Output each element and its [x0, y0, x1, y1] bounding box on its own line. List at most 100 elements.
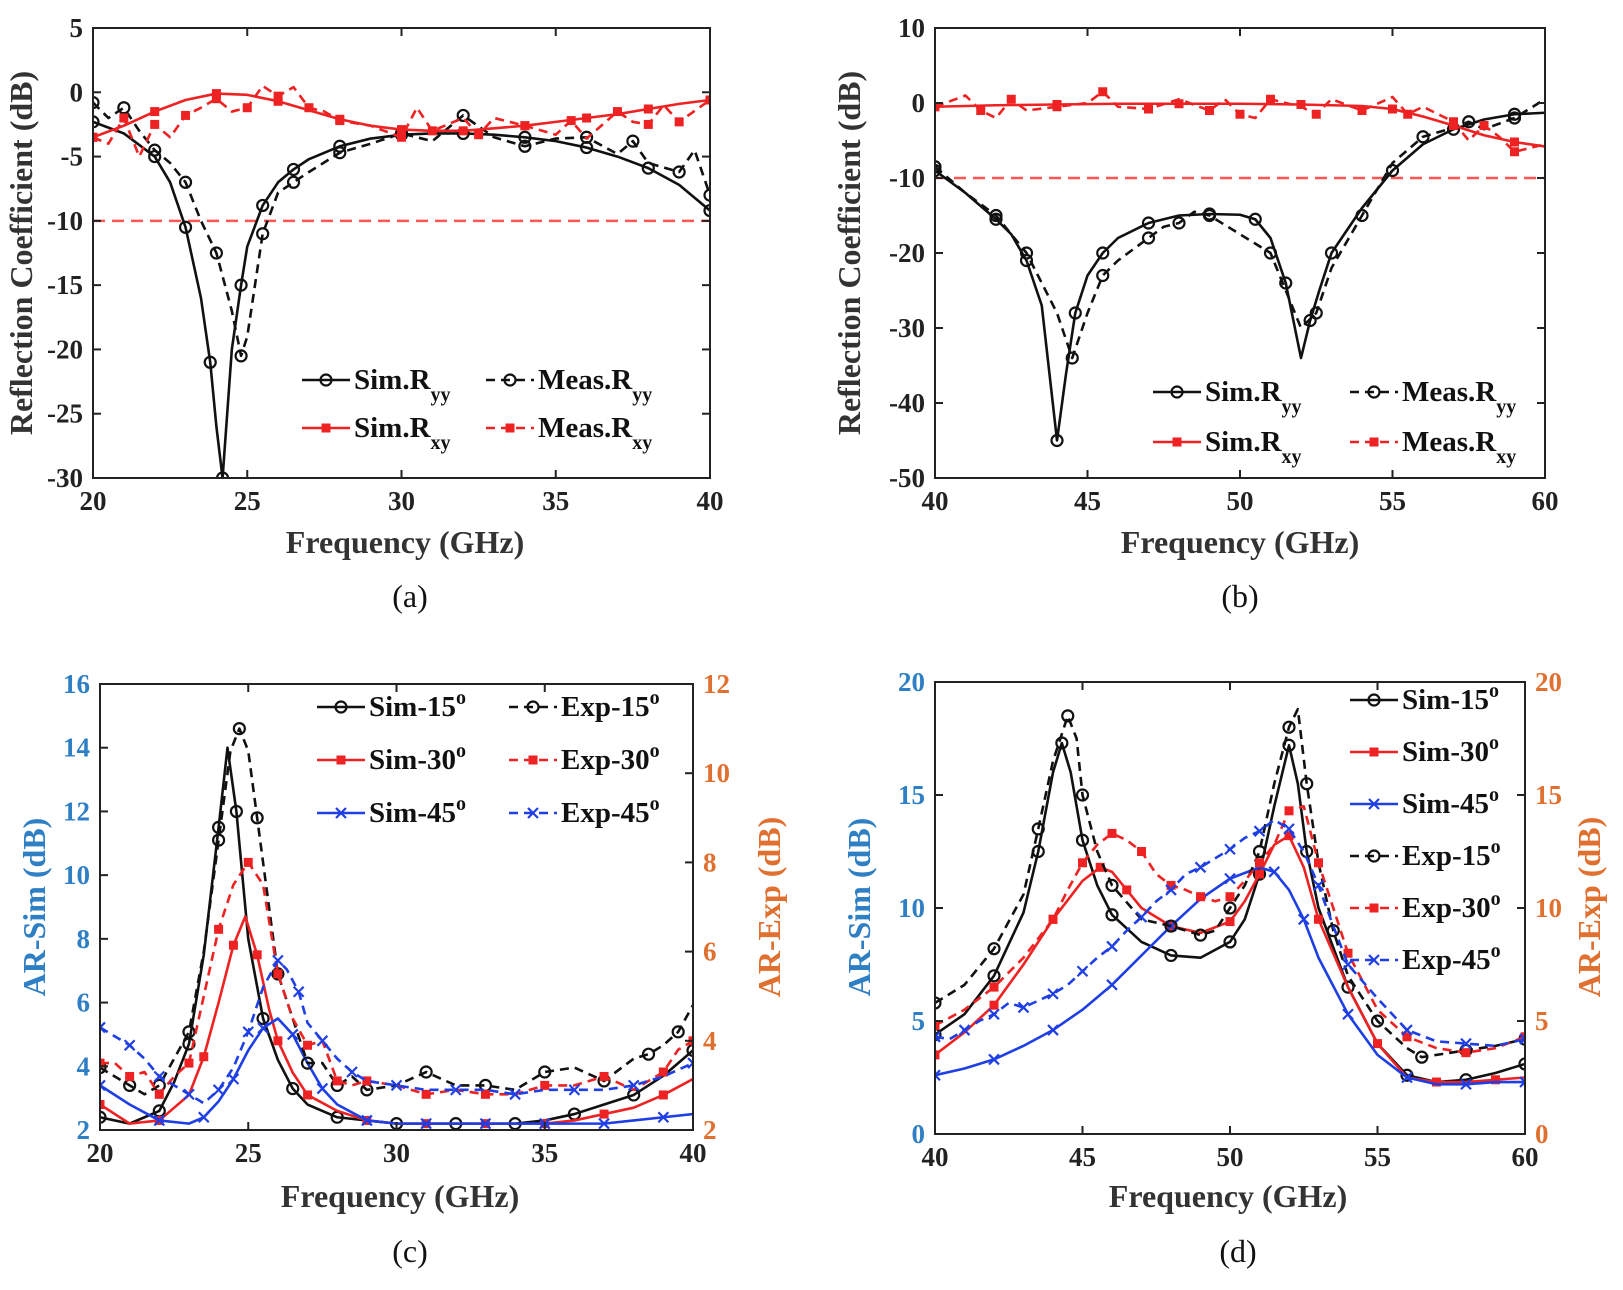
data-point — [598, 1117, 610, 1130]
data-point — [250, 811, 264, 825]
legend-name: Sim-15 — [369, 691, 456, 723]
data-point — [184, 1058, 194, 1068]
data-point — [1510, 137, 1519, 147]
data-point — [1050, 433, 1064, 448]
legend-marker — [526, 700, 540, 714]
data-point — [1297, 913, 1310, 926]
legend-name: Exp-30 — [1402, 892, 1491, 924]
legend-name: Exp-45 — [1402, 944, 1491, 976]
x-tick-label: 25 — [234, 486, 261, 516]
series-line — [100, 746, 693, 1125]
data-point — [989, 208, 1003, 223]
data-point — [566, 116, 576, 126]
series-line — [100, 915, 693, 1125]
y-tick-label: 4 — [77, 1051, 91, 1081]
legend-subscript: yy — [431, 384, 451, 406]
x-axis-label: Frequency (GHz) — [1109, 1178, 1347, 1214]
legend-label: Exp-30o — [1402, 888, 1501, 924]
series-line — [935, 111, 1545, 442]
data-point — [509, 1088, 521, 1101]
panel-caption: (b) — [1221, 578, 1258, 614]
data-point — [1048, 914, 1058, 924]
data-point — [1263, 246, 1278, 260]
data-point — [1415, 1050, 1429, 1064]
series-line — [93, 84, 710, 158]
data-point — [1225, 892, 1235, 902]
data-point — [987, 942, 1001, 956]
legend-marker — [527, 807, 539, 819]
data-point — [1432, 1077, 1441, 1087]
legend-label: Sim-15o — [369, 687, 466, 723]
data-point — [1225, 917, 1235, 927]
data-point — [1076, 965, 1089, 978]
data-point — [212, 833, 226, 847]
legend-superscript: o — [1489, 680, 1499, 702]
x-tick-label: 55 — [1364, 1142, 1391, 1172]
data-point — [242, 103, 252, 113]
data-point — [705, 95, 710, 105]
data-point — [1235, 109, 1245, 119]
panel-caption: (a) — [392, 578, 428, 614]
legend-label: Sim-30o — [1402, 732, 1499, 768]
data-point — [626, 134, 640, 148]
legend-name: Sim.R — [1205, 376, 1283, 408]
data-point — [273, 96, 283, 106]
data-point — [1373, 1039, 1382, 1049]
legend-subscript: yy — [632, 384, 652, 406]
data-point — [1255, 869, 1264, 879]
y2-axis-label: AR-Exp (dB) — [751, 817, 787, 997]
x-tick-label: 40 — [922, 1142, 949, 1172]
legend-subscript: xy — [1282, 446, 1302, 468]
data-point — [273, 91, 283, 101]
data-point — [643, 104, 653, 114]
data-point — [1137, 847, 1146, 856]
data-point — [1105, 908, 1119, 922]
data-point — [672, 165, 686, 179]
y-tick-label: -40 — [889, 388, 925, 418]
legend-name: Meas.R — [538, 364, 633, 396]
data-point — [1141, 231, 1156, 245]
data-point — [148, 143, 162, 157]
legend-label: Exp-45o — [1402, 940, 1501, 976]
legend-label: Sim-45o — [1402, 784, 1499, 820]
x-tick-label: 45 — [1074, 486, 1101, 516]
data-point — [256, 198, 270, 213]
data-point — [1095, 862, 1105, 872]
data-point — [1416, 130, 1430, 144]
data-point — [1205, 106, 1214, 115]
data-point — [1047, 988, 1059, 1000]
legend-subscript: yy — [1282, 396, 1302, 418]
x-tick-label: 30 — [383, 1138, 410, 1168]
data-point — [256, 1011, 270, 1026]
data-point — [427, 126, 437, 136]
data-point — [346, 1066, 358, 1078]
data-point — [450, 1084, 462, 1096]
legend-name: Meas.R — [1402, 376, 1497, 408]
legend-marker — [1369, 747, 1379, 757]
data-point — [100, 1100, 105, 1110]
y-tick-label: -30 — [889, 313, 925, 343]
data-point — [1202, 208, 1217, 223]
data-point — [234, 278, 248, 292]
legend-entry: Exp-30o — [1350, 888, 1501, 924]
series-exp-30 — [935, 804, 1525, 1058]
data-point — [935, 160, 942, 174]
y2-tick-label: 10 — [1535, 893, 1562, 923]
data-point — [420, 1117, 432, 1130]
data-point — [1491, 1075, 1500, 1085]
legend-entry: Meas.Rxy — [1350, 426, 1516, 468]
y-tick-label: 16 — [63, 669, 90, 699]
data-point — [1311, 109, 1321, 119]
data-point — [480, 1089, 490, 1099]
y-axis-label: Reflection Coefficient (dB) — [831, 71, 867, 435]
series-line — [935, 707, 1525, 1059]
legend-entry: Sim-15o — [317, 687, 466, 723]
y2-tick-label: 8 — [703, 847, 717, 877]
y2-tick-label: 5 — [1535, 1006, 1549, 1036]
legend-subscript: xy — [1496, 446, 1516, 468]
data-point — [211, 89, 221, 99]
x-tick-label: 60 — [1532, 486, 1559, 516]
data-point — [303, 1040, 313, 1050]
data-point — [658, 1067, 668, 1077]
legend-marker — [528, 755, 538, 765]
